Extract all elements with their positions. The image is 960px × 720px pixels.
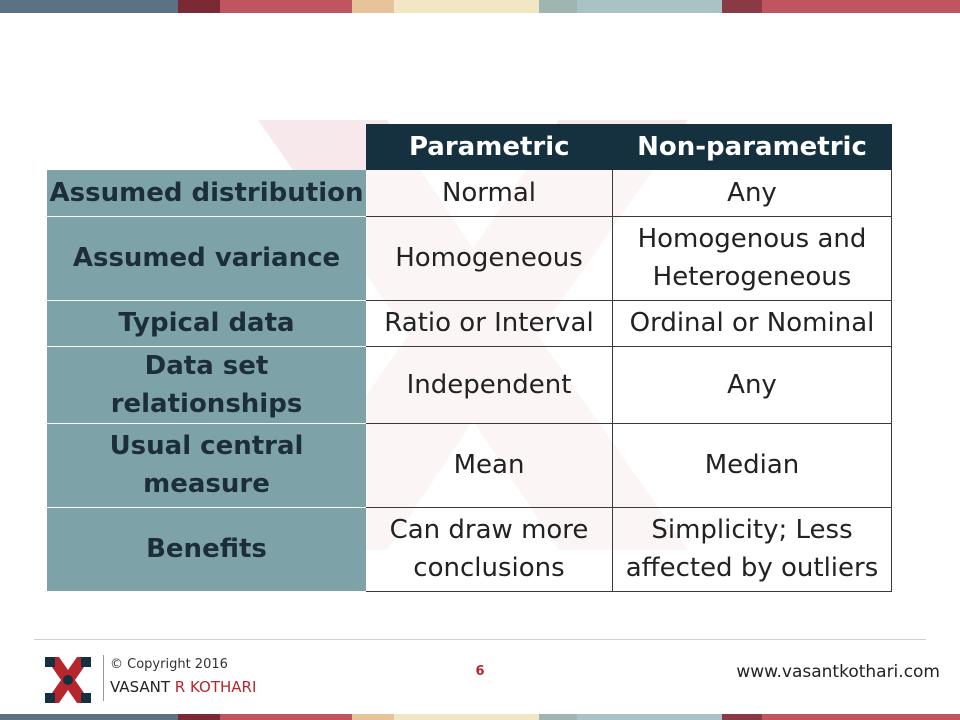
table-header-row: Parametric Non-parametric <box>47 124 892 170</box>
cell-parametric: Homogeneous <box>366 216 613 301</box>
table-row: Assumed variance Homogeneous Homogenous … <box>47 216 892 301</box>
author-last-name: KOTHARI <box>190 678 257 696</box>
vasant-kothari-logo-icon <box>45 657 91 703</box>
cell-nonparametric: Homogenous and Heterogeneous <box>612 216 892 301</box>
cell-parametric: Mean <box>366 423 613 508</box>
author-first-name: VASANT <box>110 678 171 696</box>
table-row: Assumed distribution Normal Any <box>47 170 892 217</box>
table-corner <box>47 124 366 170</box>
cell-parametric: Normal <box>366 170 613 217</box>
author-initial: R <box>174 678 186 696</box>
table-row: Benefits Can draw more conclusions Simpl… <box>47 507 892 592</box>
copyright-symbol: © <box>110 657 123 672</box>
copyright-line: © Copyright 2016 <box>110 655 256 675</box>
header-parametric: Parametric <box>366 124 613 170</box>
table-row: Usual central measure Mean Median <box>47 423 892 508</box>
cell-nonparametric: Median <box>612 423 892 508</box>
cell-parametric: Can draw more conclusions <box>366 507 613 592</box>
cell-parametric: Ratio or Interval <box>366 300 613 347</box>
copyright-text: Copyright 2016 <box>127 657 228 672</box>
website-link[interactable]: www.vasantkothari.com <box>736 662 940 682</box>
table-row: Typical data Ratio or Interval Ordinal o… <box>47 300 892 347</box>
row-label: Usual central measure <box>47 423 366 508</box>
row-label: Benefits <box>47 507 366 592</box>
row-label: Typical data <box>47 300 366 347</box>
page-number: 6 <box>475 664 485 679</box>
header-nonparametric: Non-parametric <box>612 124 892 170</box>
bottom-color-band <box>0 714 960 720</box>
footer-divider <box>34 639 926 640</box>
cell-nonparametric: Any <box>612 346 892 424</box>
row-label: Data set relationships <box>47 346 366 424</box>
table-row: Data set relationships Independent Any <box>47 346 892 424</box>
row-label: Assumed distribution <box>47 170 366 217</box>
cell-parametric: Independent <box>366 346 613 424</box>
cell-nonparametric: Simplicity; Less affected by outliers <box>612 507 892 592</box>
author-name: VASANT R KOTHARI <box>110 675 256 699</box>
top-color-band <box>0 0 960 13</box>
row-label: Assumed variance <box>47 216 366 301</box>
cell-nonparametric: Ordinal or Nominal <box>612 300 892 347</box>
copyright-block: © Copyright 2016 VASANT R KOTHARI <box>103 655 256 701</box>
cell-nonparametric: Any <box>612 170 892 217</box>
comparison-table: Parametric Non-parametric Assumed distri… <box>47 124 892 592</box>
